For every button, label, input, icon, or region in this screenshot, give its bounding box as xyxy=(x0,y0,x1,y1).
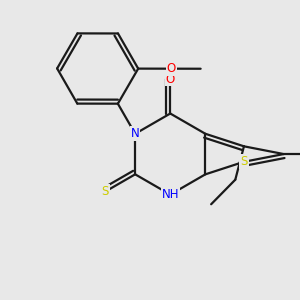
Text: N: N xyxy=(131,127,140,140)
Text: O: O xyxy=(167,62,176,75)
Text: O: O xyxy=(166,73,175,85)
Text: NH: NH xyxy=(161,188,179,201)
Text: S: S xyxy=(102,185,109,198)
Text: S: S xyxy=(240,155,247,168)
